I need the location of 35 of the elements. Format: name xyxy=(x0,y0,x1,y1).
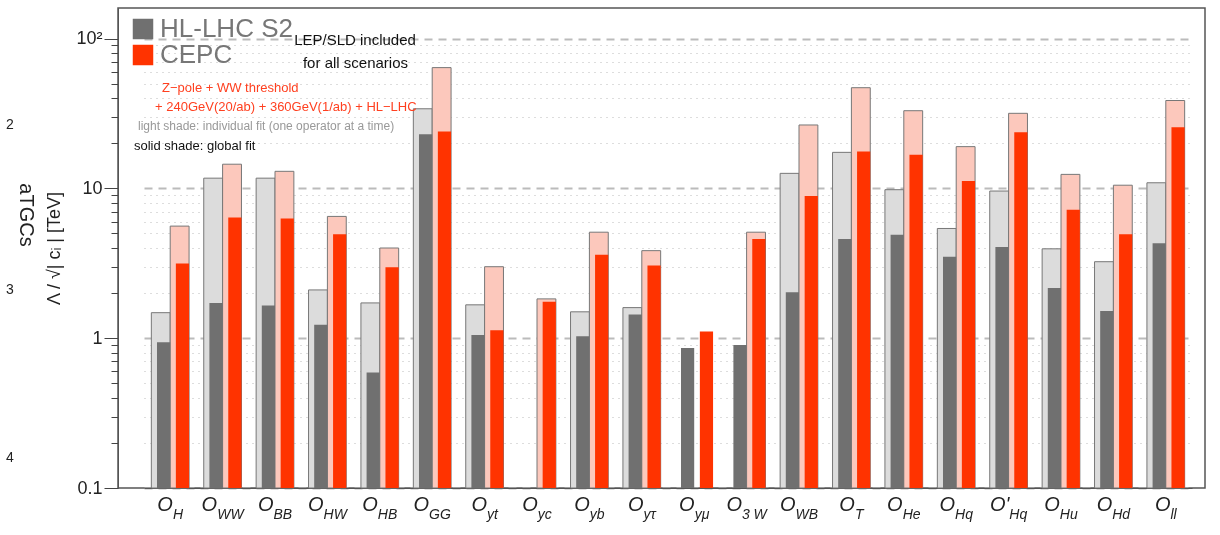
y-axis-title: Λ / √| cᵢ | [TeV] xyxy=(44,191,65,306)
y-tick-label: 10 xyxy=(82,177,103,198)
x-tick-label: O$_{Hd}$ xyxy=(1096,492,1132,522)
x-tick-label: O$_{HB}$ xyxy=(362,492,398,522)
x-tick-label: O'$_{Hq}$ xyxy=(989,492,1028,522)
annotation: Z−pole + WW threshold xyxy=(162,80,299,95)
x-tick-label: O$_{3 W}$ xyxy=(726,492,769,522)
text: 4 xyxy=(6,449,14,465)
x-tick-label: O$_{BB}$ xyxy=(257,492,293,522)
x-tick-label: O$_{H}$ xyxy=(157,492,184,522)
x-tick-label: O$_{T}$ xyxy=(839,492,865,522)
text: 2 xyxy=(6,116,14,132)
x-tick-label: O$_{ll}$ xyxy=(1154,492,1178,522)
y-tick-label: 1 xyxy=(92,327,103,348)
x-tick-label: O$_{WW}$ xyxy=(201,492,246,522)
x-tick-label: O$_{GG}$ xyxy=(413,492,451,522)
x-tick-label: O$_{He}$ xyxy=(887,492,921,522)
annotation: LEP/SLD included xyxy=(294,31,416,48)
x-tick-label: O$_{Hu}$ xyxy=(1044,492,1078,522)
x-tick-label: O$_{yμ}$ xyxy=(679,492,710,522)
x-tick-label: O$_{Hq}$ xyxy=(939,492,974,522)
annotation: + 240GeV(20/ab) + 360GeV(1/ab) + HL−LHC xyxy=(155,99,417,114)
annotation: solid shade: global fit xyxy=(134,138,256,153)
x-tick-label: O$_{yb}$ xyxy=(574,492,605,522)
y-tick-label: 10² xyxy=(76,28,103,49)
text: 3 xyxy=(6,281,14,297)
x-tick-label: O$_{HW}$ xyxy=(307,492,349,522)
annotation: light shade: individual fit (one operator at a time) xyxy=(138,119,395,133)
x-tick-label: O$_{yτ}$ xyxy=(627,492,657,522)
x-tick-label: O$_{yc}$ xyxy=(522,492,552,522)
annotation: for all scenarios xyxy=(302,54,408,71)
y-tick-label: 0.1 xyxy=(77,477,103,498)
x-tick-label: O$_{yt}$ xyxy=(471,492,499,522)
text: aTGCs xyxy=(16,183,38,247)
x-tick-label: O$_{WB}$ xyxy=(779,492,819,522)
